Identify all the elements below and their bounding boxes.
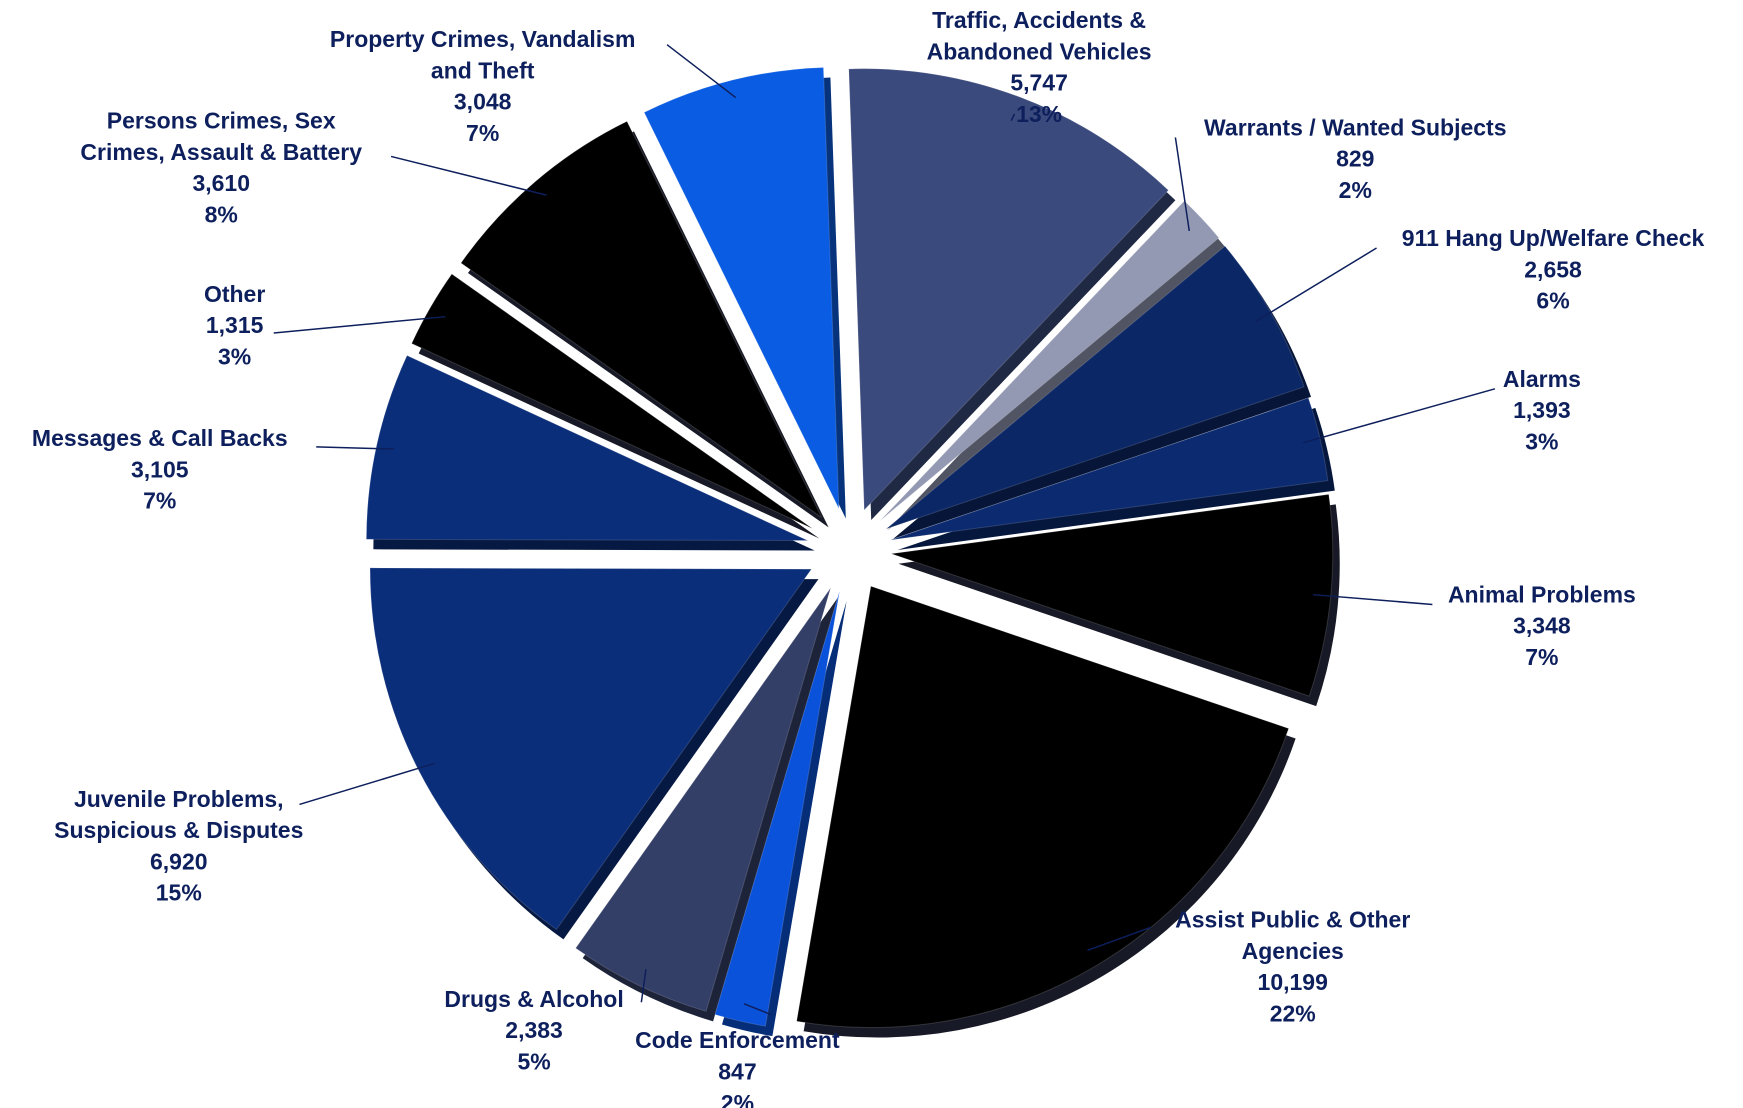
category-label: Crimes, Assault & Battery bbox=[80, 139, 362, 165]
category-label: Juvenile Problems, bbox=[74, 786, 284, 812]
leader-line bbox=[390, 155, 547, 196]
category-label: Other bbox=[204, 281, 265, 307]
category-label: Messages & Call Backs bbox=[32, 425, 288, 451]
slice bbox=[714, 590, 841, 1027]
percent-label: 7% bbox=[466, 120, 499, 146]
slices bbox=[365, 66, 1334, 1029]
leader-line bbox=[299, 762, 436, 806]
value-label: 3,610 bbox=[192, 170, 250, 196]
category-label: and Theft bbox=[431, 57, 535, 83]
percent-label: 3% bbox=[218, 343, 251, 369]
labels: Traffic, Accidents & Abandoned Vehicles 5,… bbox=[32, 7, 1705, 1108]
percent-label: 7% bbox=[1525, 644, 1558, 670]
percent-label: 15% bbox=[156, 880, 202, 906]
value-label: 6,920 bbox=[150, 848, 208, 874]
category-label: Property Crimes, Vandalism bbox=[330, 26, 636, 52]
percent-label: 5% bbox=[517, 1048, 550, 1074]
category-label: Warrants / Wanted Subjects bbox=[1204, 114, 1506, 140]
slice bbox=[365, 354, 808, 542]
leader-line bbox=[666, 44, 737, 99]
slice bbox=[574, 587, 832, 1012]
leader-line bbox=[316, 446, 395, 450]
value-label: 5,747 bbox=[1010, 70, 1068, 96]
percent-label: 8% bbox=[205, 202, 238, 228]
percent-label: 7% bbox=[143, 488, 176, 514]
category-label: Abandoned Vehicles bbox=[927, 38, 1152, 64]
slice bbox=[460, 120, 823, 518]
leader-line bbox=[1010, 113, 1016, 122]
category-label: Alarms bbox=[1503, 366, 1581, 392]
leader-line bbox=[1087, 926, 1152, 952]
value-label: 10,199 bbox=[1258, 969, 1328, 995]
category-label: Assist Public & Other bbox=[1175, 907, 1410, 933]
leader-line bbox=[1174, 137, 1191, 232]
value-label: 829 bbox=[1336, 146, 1374, 172]
category-label: Code Enforcement bbox=[635, 1027, 840, 1053]
category-label: Agencies bbox=[1242, 938, 1344, 964]
category-label: Animal Problems bbox=[1448, 581, 1636, 607]
slice bbox=[848, 68, 1170, 512]
category-label: Drugs & Alcohol bbox=[444, 986, 623, 1012]
percent-label: 6% bbox=[1536, 288, 1569, 314]
category-label: Persons Crimes, Sex bbox=[107, 108, 336, 134]
value-label: 1,315 bbox=[206, 312, 264, 338]
slice bbox=[369, 567, 813, 931]
leader-line bbox=[1255, 247, 1377, 323]
category-label: Traffic, Accidents & bbox=[932, 7, 1146, 33]
category-label: Suspicious & Disputes bbox=[54, 817, 303, 843]
category-label: 911 Hang Up/Welfare Check bbox=[1402, 225, 1705, 251]
slice bbox=[796, 585, 1290, 1029]
value-label: 847 bbox=[718, 1058, 756, 1084]
value-label: 2,383 bbox=[505, 1017, 563, 1043]
leader-line bbox=[273, 315, 446, 334]
leader-line bbox=[1302, 388, 1496, 444]
percent-label: 2% bbox=[721, 1090, 754, 1108]
slice bbox=[643, 66, 840, 509]
percent-label: 13% bbox=[1016, 101, 1062, 127]
slice bbox=[411, 273, 813, 529]
value-label: 3,105 bbox=[131, 456, 189, 482]
leader-line bbox=[743, 1003, 772, 1016]
value-label: 3,048 bbox=[454, 89, 512, 115]
leader-line bbox=[640, 969, 647, 1003]
leader-line bbox=[1313, 593, 1433, 606]
percent-label: 2% bbox=[1339, 177, 1372, 203]
value-label: 2,658 bbox=[1524, 256, 1582, 282]
value-label: 3,348 bbox=[1513, 613, 1571, 639]
value-label: 1,393 bbox=[1513, 397, 1571, 423]
percent-label: 3% bbox=[1525, 428, 1558, 454]
percent-label: 22% bbox=[1270, 1000, 1316, 1026]
